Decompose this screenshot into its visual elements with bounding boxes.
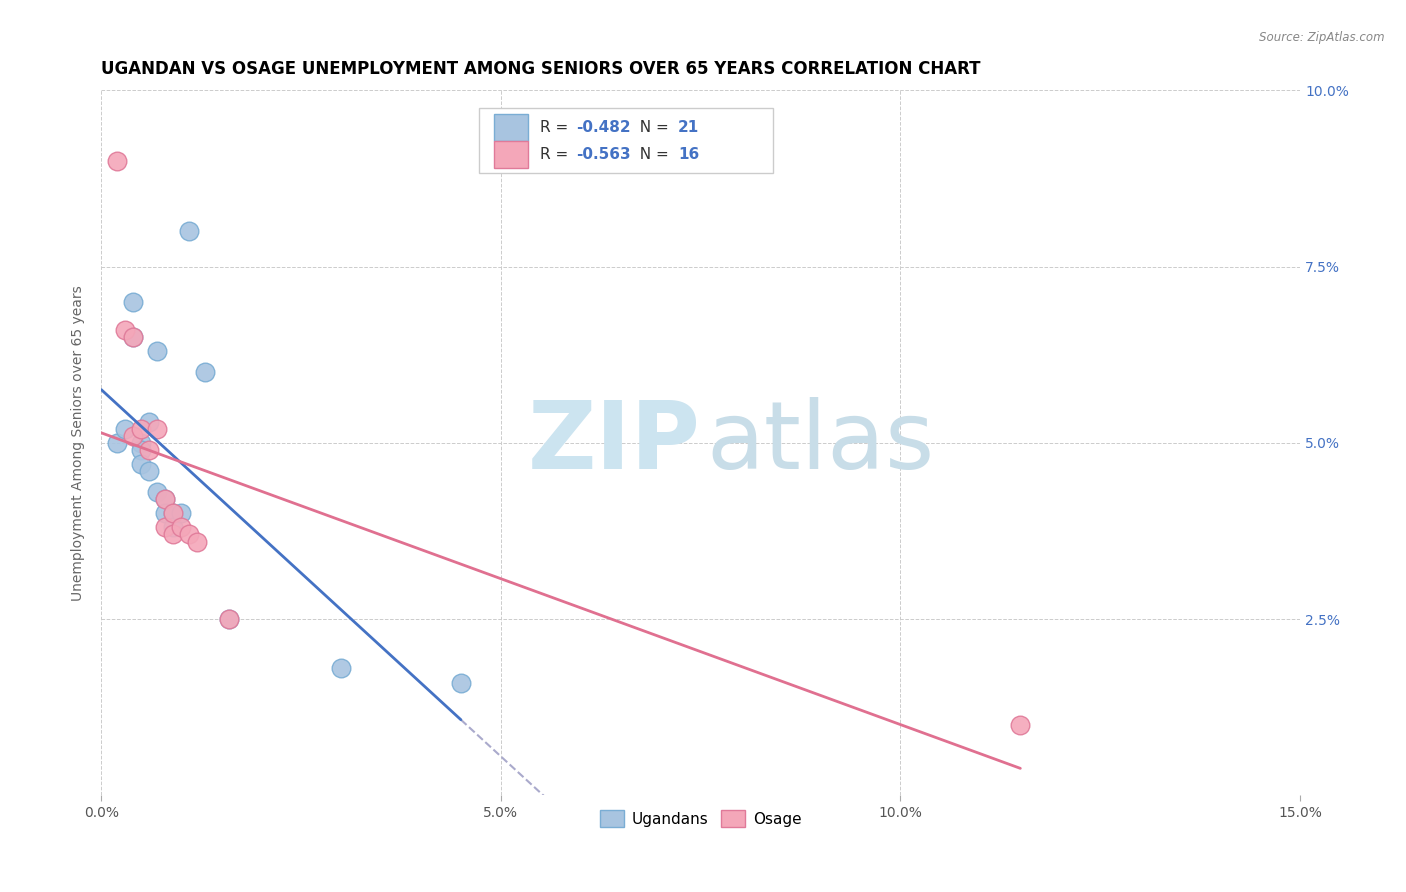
Point xyxy=(194,365,217,379)
Text: atlas: atlas xyxy=(707,397,935,489)
Point xyxy=(153,492,176,507)
Text: 16: 16 xyxy=(678,147,699,162)
Point xyxy=(170,520,193,534)
Text: 21: 21 xyxy=(678,120,699,135)
FancyBboxPatch shape xyxy=(479,108,772,173)
FancyBboxPatch shape xyxy=(495,114,529,141)
Point xyxy=(114,323,136,337)
Text: R =: R = xyxy=(540,120,574,135)
Point xyxy=(162,506,184,520)
Point xyxy=(129,422,152,436)
Point xyxy=(162,506,184,520)
Text: N =: N = xyxy=(630,147,673,162)
Point xyxy=(129,442,152,457)
Text: ZIP: ZIP xyxy=(527,397,700,489)
Text: N =: N = xyxy=(630,120,673,135)
Point xyxy=(146,485,169,500)
Point xyxy=(153,520,176,534)
Point xyxy=(122,330,145,344)
Text: -0.563: -0.563 xyxy=(576,147,630,162)
Point xyxy=(179,527,201,541)
Point xyxy=(162,527,184,541)
Point xyxy=(129,435,152,450)
Point xyxy=(153,506,176,520)
Text: Source: ZipAtlas.com: Source: ZipAtlas.com xyxy=(1260,31,1385,45)
Point xyxy=(105,435,128,450)
Point xyxy=(146,344,169,359)
Point xyxy=(186,534,208,549)
Point xyxy=(450,675,472,690)
Text: UGANDAN VS OSAGE UNEMPLOYMENT AMONG SENIORS OVER 65 YEARS CORRELATION CHART: UGANDAN VS OSAGE UNEMPLOYMENT AMONG SENI… xyxy=(101,60,981,78)
Point xyxy=(138,464,160,478)
Point xyxy=(218,612,240,626)
Point xyxy=(179,224,201,238)
Point xyxy=(138,442,160,457)
Point xyxy=(330,661,353,675)
Text: R =: R = xyxy=(540,147,574,162)
Point xyxy=(105,153,128,168)
Point xyxy=(122,429,145,443)
Point xyxy=(153,492,176,507)
Point xyxy=(162,520,184,534)
Point xyxy=(146,422,169,436)
FancyBboxPatch shape xyxy=(495,141,529,168)
Point xyxy=(122,330,145,344)
Text: -0.482: -0.482 xyxy=(576,120,630,135)
Point xyxy=(1010,718,1032,732)
Point xyxy=(138,415,160,429)
Point xyxy=(114,422,136,436)
Point xyxy=(129,457,152,471)
Legend: Ugandans, Osage: Ugandans, Osage xyxy=(593,804,807,834)
Point xyxy=(122,294,145,309)
Point xyxy=(170,506,193,520)
Point xyxy=(218,612,240,626)
Y-axis label: Unemployment Among Seniors over 65 years: Unemployment Among Seniors over 65 years xyxy=(72,285,86,600)
